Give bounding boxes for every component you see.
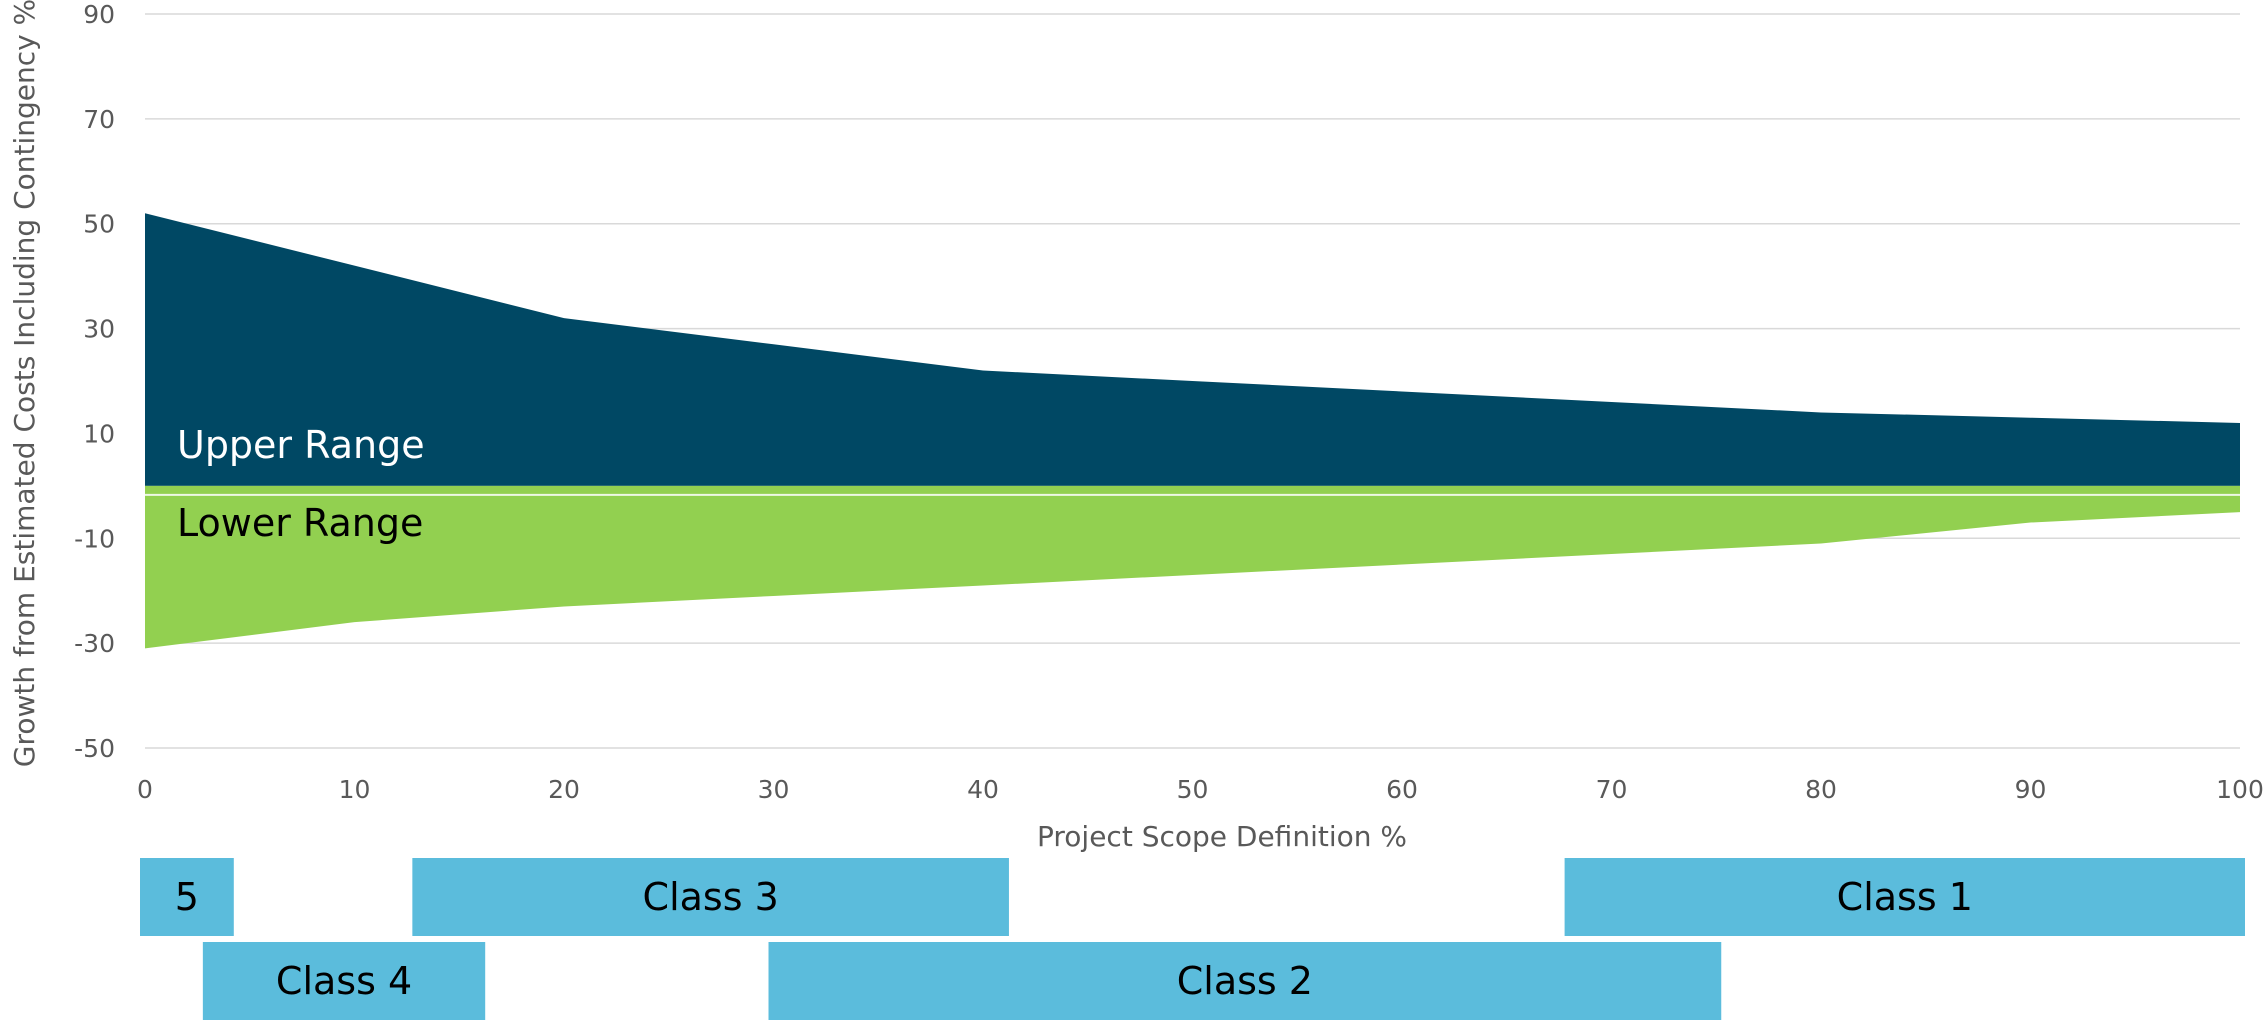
class-bar-label: Class 1	[1837, 875, 1973, 919]
y-tick-label: 10	[83, 419, 115, 448]
upper-range-area	[145, 213, 2240, 486]
y-tick-label: 30	[83, 315, 115, 344]
x-tick-label: 40	[967, 775, 999, 804]
x-tick-label: 0	[137, 775, 153, 804]
class-bar	[202, 942, 486, 1020]
x-tick-label: 90	[2015, 775, 2047, 804]
class-bar	[140, 858, 234, 936]
class-bar	[412, 858, 1009, 936]
class-bar-label: Class 3	[643, 875, 779, 919]
class-bar-label: Class 4	[276, 959, 412, 1003]
class-bar-label: Class 2	[1177, 959, 1313, 1003]
y-tick-label: -10	[74, 524, 115, 553]
lower-range-area	[145, 485, 2240, 649]
x-tick-label: 70	[1596, 775, 1628, 804]
y-axis-title: Growth from Estimated Costs Including Co…	[8, 0, 41, 767]
y-tick-label: -50	[74, 734, 115, 763]
y-axis-ticks: -50 -30 -10 10 30 50 70 90	[74, 0, 115, 763]
estimate-class-bars: 5 Class 4 Class 3 Class 2 Class 1	[140, 858, 2245, 1020]
x-tick-label: 20	[548, 775, 580, 804]
series-labels: Upper Range Lower Range	[177, 423, 425, 545]
class-bar	[1564, 858, 2245, 936]
x-tick-label: 80	[1805, 775, 1837, 804]
y-tick-label: 90	[83, 0, 115, 29]
y-tick-label: 70	[83, 105, 115, 134]
upper-range-label: Upper Range	[177, 423, 425, 467]
lower-range-label: Lower Range	[177, 501, 423, 545]
x-tick-label: 50	[1177, 775, 1209, 804]
y-tick-label: 50	[83, 210, 115, 239]
x-axis-title: Project Scope Definition %	[1037, 820, 1407, 853]
class-bar-label: 5	[175, 875, 199, 919]
x-tick-label: 60	[1386, 775, 1418, 804]
x-tick-label: 100	[2216, 775, 2264, 804]
range-areas	[145, 213, 2240, 649]
class-bar	[768, 942, 1722, 1020]
x-tick-label: 30	[758, 775, 790, 804]
y-tick-label: -30	[74, 629, 115, 658]
x-tick-label: 10	[339, 775, 371, 804]
x-axis-ticks: 0 10 20 30 40 50 60 70 80 90 100	[137, 775, 2264, 804]
